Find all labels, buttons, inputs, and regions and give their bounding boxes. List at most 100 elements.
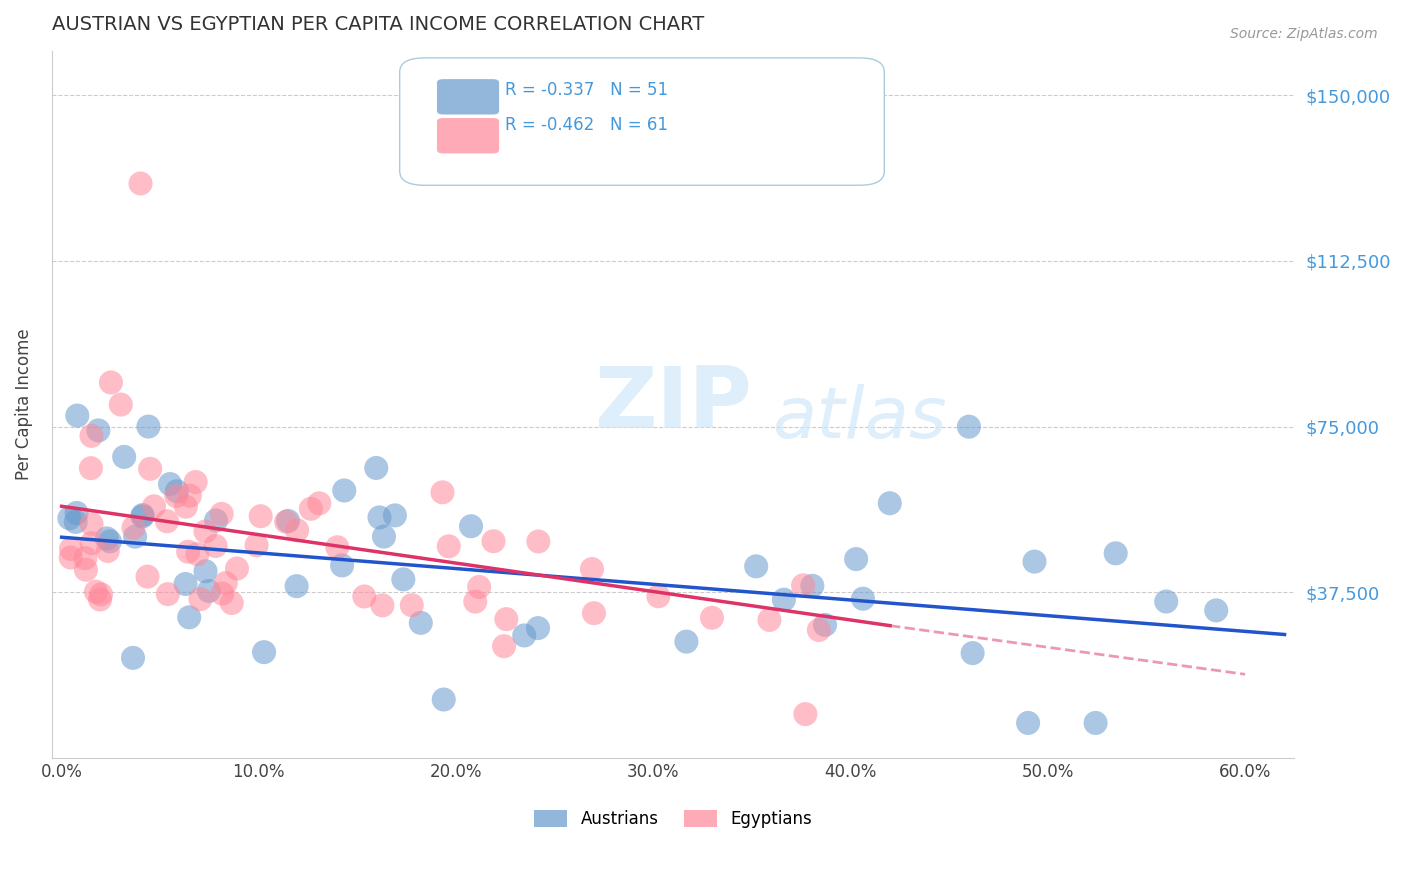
Austrians	[1024, 555, 1046, 569]
Egyptians	[794, 707, 817, 722]
Egyptians	[90, 587, 112, 601]
Egyptians	[110, 398, 132, 412]
Austrians	[1205, 603, 1227, 617]
Text: ZIP: ZIP	[595, 363, 752, 446]
Egyptians	[122, 521, 145, 535]
Egyptians	[308, 496, 330, 510]
Egyptians	[758, 613, 780, 627]
Austrians	[277, 514, 299, 528]
Egyptians	[353, 590, 375, 604]
Austrians	[392, 573, 415, 587]
Egyptians	[194, 524, 217, 539]
Text: AUSTRIAN VS EGYPTIAN PER CAPITA INCOME CORRELATION CHART: AUSTRIAN VS EGYPTIAN PER CAPITA INCOME C…	[52, 15, 704, 34]
Austrians	[96, 532, 118, 546]
Egyptians	[495, 612, 517, 626]
Austrians	[745, 559, 768, 574]
Egyptians	[792, 578, 814, 592]
Egyptians	[582, 606, 605, 620]
Austrians	[773, 592, 796, 607]
Egyptians	[190, 592, 212, 607]
Austrians	[138, 419, 160, 434]
Egyptians	[184, 475, 207, 489]
Egyptians	[437, 539, 460, 553]
Austrians	[205, 513, 228, 527]
Austrians	[122, 651, 145, 665]
Egyptians	[211, 587, 233, 601]
Egyptians	[75, 551, 97, 566]
Egyptians	[215, 576, 238, 591]
Egyptians	[221, 596, 243, 610]
Austrians	[368, 510, 391, 524]
Austrians	[166, 484, 188, 499]
Text: Source: ZipAtlas.com: Source: ZipAtlas.com	[1230, 27, 1378, 41]
Austrians	[159, 477, 181, 491]
Egyptians	[807, 623, 830, 637]
Austrians	[433, 692, 456, 706]
Austrians	[801, 579, 824, 593]
Austrians	[814, 618, 837, 632]
Austrians	[253, 645, 276, 659]
Egyptians	[371, 599, 394, 613]
Egyptians	[468, 580, 491, 594]
Austrians	[330, 558, 353, 573]
Egyptians	[245, 538, 267, 552]
Austrians	[131, 509, 153, 524]
Austrians	[527, 621, 550, 635]
Egyptians	[80, 461, 103, 475]
Austrians	[65, 515, 87, 529]
Austrians	[460, 519, 482, 533]
Egyptians	[84, 584, 107, 599]
Egyptians	[59, 550, 82, 565]
Austrians	[845, 552, 868, 566]
Egyptians	[75, 563, 97, 577]
Egyptians	[482, 534, 505, 549]
Austrians	[194, 564, 217, 578]
Egyptians	[276, 515, 298, 529]
Austrians	[1084, 715, 1107, 730]
Text: R = -0.462   N = 61: R = -0.462 N = 61	[505, 116, 668, 134]
Austrians	[1105, 546, 1128, 560]
Egyptians	[143, 500, 166, 514]
Egyptians	[326, 540, 349, 554]
Egyptians	[432, 485, 454, 500]
Egyptians	[647, 589, 669, 603]
Egyptians	[80, 517, 103, 532]
Austrians	[98, 534, 121, 549]
Austrians	[879, 496, 901, 510]
Egyptians	[401, 598, 423, 612]
Austrians	[124, 530, 146, 544]
Egyptians	[581, 562, 603, 576]
FancyBboxPatch shape	[437, 118, 499, 153]
Egyptians	[97, 544, 120, 558]
Egyptians	[156, 514, 179, 528]
Austrians	[174, 577, 197, 591]
Egyptians	[492, 639, 515, 653]
Egyptians	[249, 509, 271, 524]
Egyptians	[204, 539, 226, 553]
Austrians	[373, 530, 395, 544]
Egyptians	[211, 507, 233, 521]
Austrians	[66, 506, 89, 520]
Egyptians	[299, 501, 322, 516]
Austrians	[513, 628, 536, 642]
Egyptians	[174, 500, 197, 514]
Austrians	[384, 508, 406, 523]
Egyptians	[177, 545, 200, 559]
Austrians	[366, 461, 388, 475]
Austrians	[675, 634, 697, 648]
Egyptians	[226, 561, 249, 575]
FancyBboxPatch shape	[437, 79, 499, 114]
Austrians	[1154, 594, 1177, 608]
Egyptians	[156, 587, 179, 601]
Egyptians	[129, 177, 152, 191]
Austrians	[58, 511, 80, 525]
Egyptians	[186, 547, 208, 561]
Y-axis label: Per Capita Income: Per Capita Income	[15, 329, 32, 481]
Egyptians	[80, 429, 103, 443]
Austrians	[285, 579, 308, 593]
Austrians	[409, 615, 432, 630]
Egyptians	[89, 592, 111, 607]
Egyptians	[527, 534, 550, 549]
Egyptians	[285, 524, 308, 538]
Austrians	[198, 584, 221, 599]
